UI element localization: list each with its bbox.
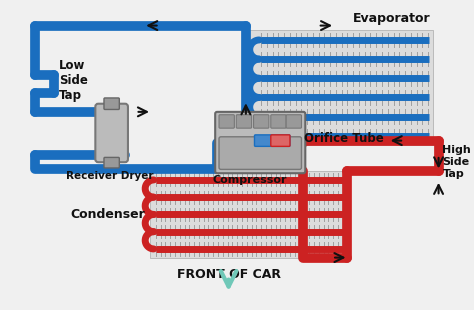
FancyBboxPatch shape [215, 112, 305, 173]
Text: Orifice Tube: Orifice Tube [304, 132, 384, 145]
FancyBboxPatch shape [271, 135, 290, 146]
FancyBboxPatch shape [254, 115, 269, 128]
Text: Condenser: Condenser [71, 208, 145, 221]
FancyBboxPatch shape [219, 137, 301, 169]
FancyBboxPatch shape [255, 135, 290, 146]
FancyBboxPatch shape [246, 30, 433, 145]
FancyBboxPatch shape [104, 157, 119, 168]
Text: Evaporator: Evaporator [353, 11, 431, 24]
FancyBboxPatch shape [95, 104, 128, 162]
Text: Receiver Dryer: Receiver Dryer [66, 171, 154, 181]
Text: High
Side
Tap: High Side Tap [442, 145, 471, 179]
FancyBboxPatch shape [286, 115, 301, 128]
FancyBboxPatch shape [150, 171, 346, 258]
Text: Low
Side
Tap: Low Side Tap [59, 59, 88, 102]
FancyBboxPatch shape [271, 115, 286, 128]
Text: Compressor: Compressor [212, 175, 287, 185]
FancyBboxPatch shape [219, 115, 234, 128]
FancyBboxPatch shape [104, 98, 119, 109]
FancyBboxPatch shape [236, 115, 252, 128]
Text: FRONT OF CAR: FRONT OF CAR [177, 268, 281, 281]
